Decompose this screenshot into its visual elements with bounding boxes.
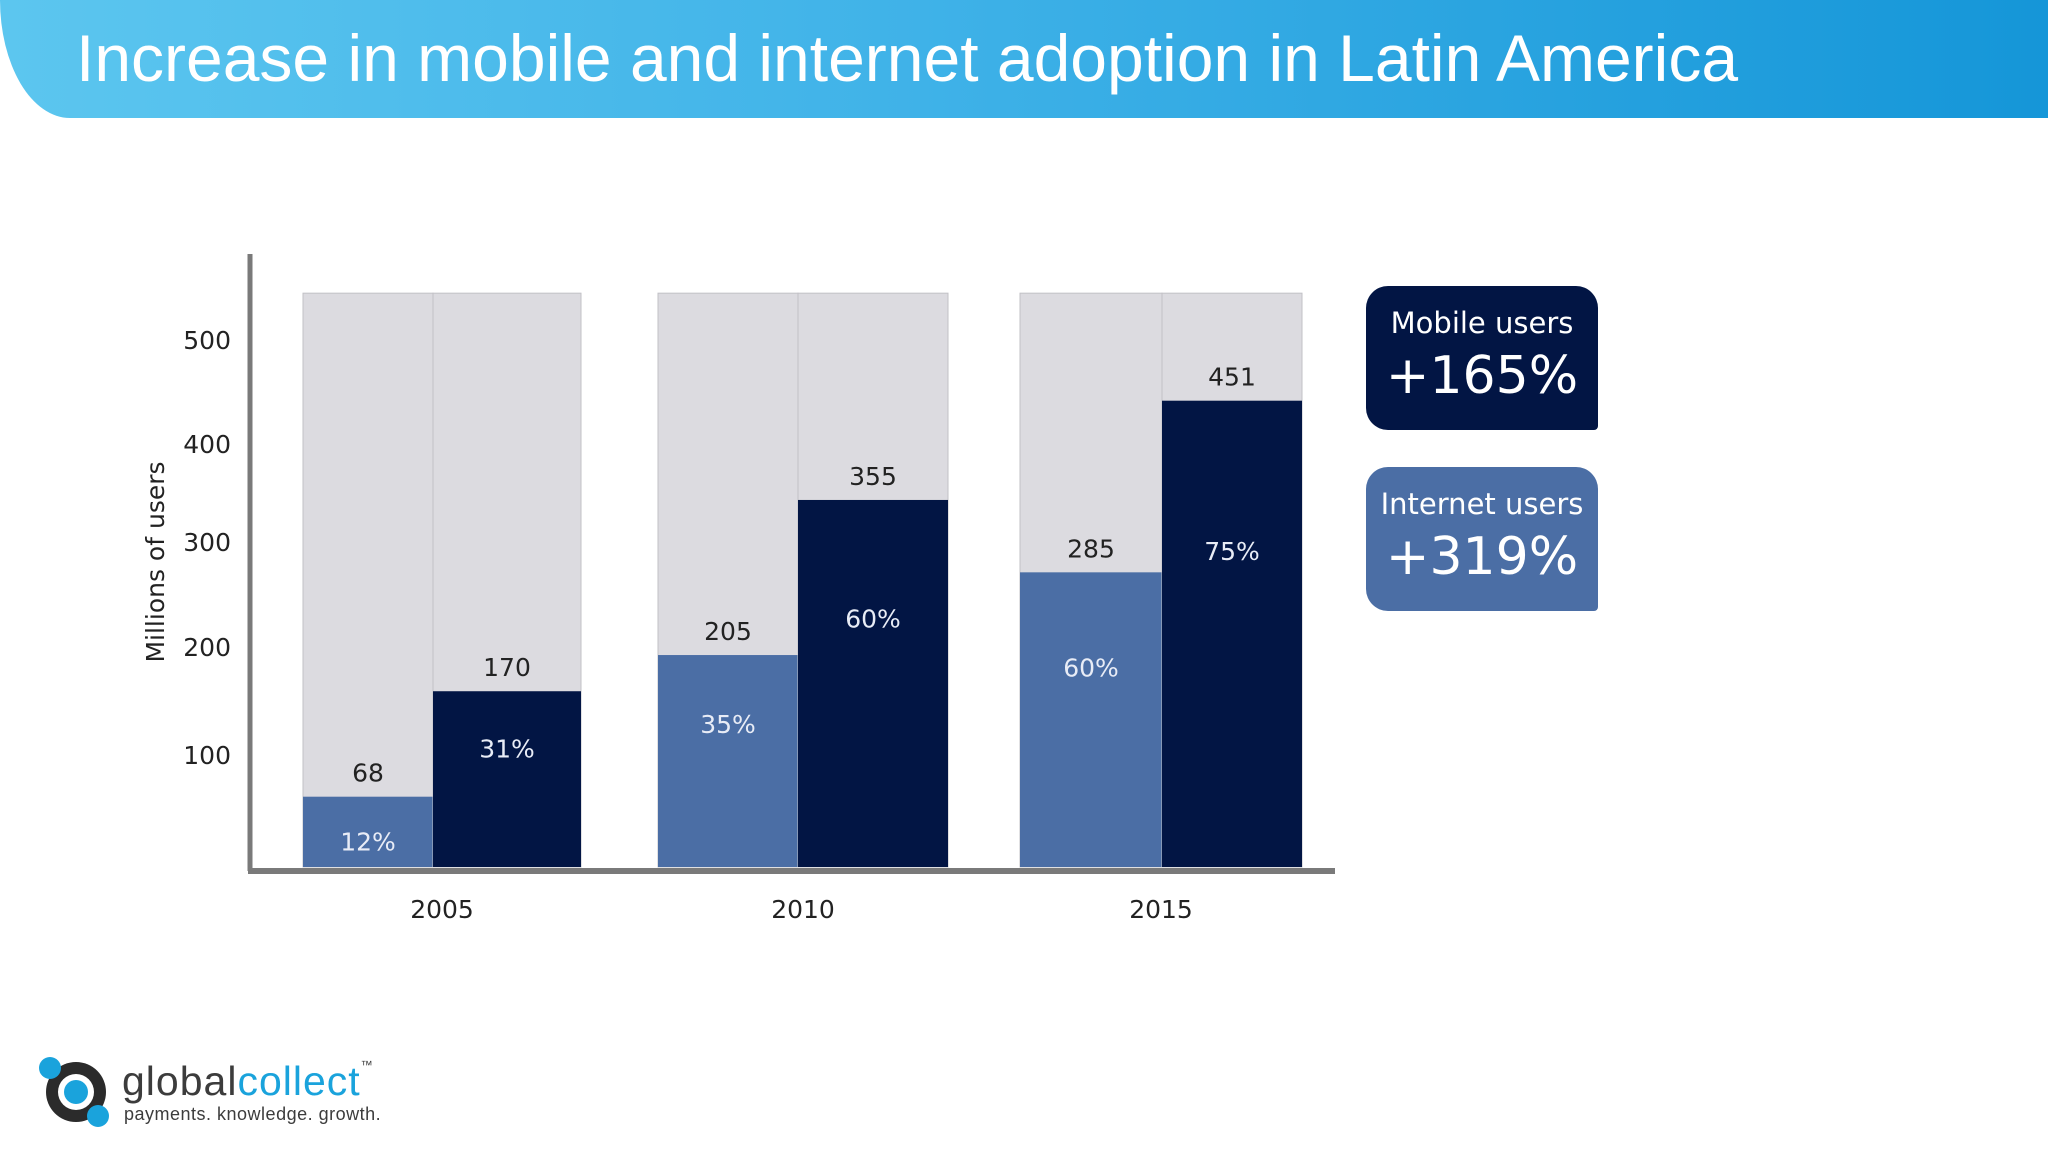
value-label-internet-users-2005: 68	[352, 759, 384, 788]
mobile-callout-value: +165%	[1385, 346, 1579, 406]
slide-title: Increase in mobile and internet adoption…	[76, 21, 1739, 95]
bar-internet-users-2010	[658, 655, 798, 867]
penetration-label-mobile-users-2015: 75%	[1204, 537, 1260, 566]
y-tick-label-400: 400	[183, 430, 231, 459]
logo-wordmark-part2: collect	[237, 1058, 361, 1104]
logo-tagline: payments. knowledge. growth.	[124, 1104, 382, 1124]
title-banner	[0, 0, 2048, 118]
y-tick-label-200: 200	[183, 633, 231, 662]
y-tick-label-300: 300	[183, 528, 231, 557]
logo-wordmark-part1: global	[122, 1058, 238, 1104]
penetration-label-internet-users-2005: 12%	[340, 827, 396, 856]
bar-mobile-users-2005	[433, 691, 581, 867]
value-label-mobile-users-2005: 170	[483, 653, 531, 682]
penetration-label-internet-users-2010: 35%	[700, 710, 756, 739]
bar-internet-users-2015	[1020, 572, 1162, 867]
logo-trademark: ™	[360, 1058, 374, 1072]
x-tick-label-2005: 2005	[410, 895, 474, 924]
y-axis-label: Millions of users	[141, 461, 170, 662]
globalcollect-logo-icon	[39, 1057, 109, 1127]
bar-mobile-users-2015	[1162, 400, 1302, 867]
mobile-users-callout: Mobile users +165%	[1366, 286, 1598, 430]
x-tick-label-2010: 2010	[771, 895, 835, 924]
value-label-mobile-users-2015: 451	[1208, 363, 1256, 392]
mobile-callout-label: Mobile users	[1390, 306, 1574, 340]
penetration-label-internet-users-2015: 60%	[1063, 654, 1119, 683]
internet-users-callout: Internet users +319%	[1366, 467, 1598, 611]
y-tick-label-100: 100	[183, 741, 231, 770]
value-label-internet-users-2010: 205	[704, 617, 752, 646]
x-tick-label-2015: 2015	[1129, 895, 1193, 924]
logo-wordmark: globalcollect™	[122, 1058, 374, 1105]
internet-callout-label: Internet users	[1380, 487, 1584, 521]
penetration-label-mobile-users-2005: 31%	[479, 734, 535, 763]
penetration-label-mobile-users-2010: 60%	[845, 604, 901, 633]
population-bar-2005-0	[302, 292, 434, 868]
value-label-mobile-users-2010: 355	[849, 462, 897, 491]
bar-internet-users-2005	[303, 796, 433, 867]
value-label-internet-users-2015: 285	[1067, 534, 1115, 563]
internet-callout-value: +319%	[1385, 527, 1579, 587]
y-tick-label-500: 500	[183, 326, 231, 355]
bar-mobile-users-2010	[798, 499, 948, 867]
